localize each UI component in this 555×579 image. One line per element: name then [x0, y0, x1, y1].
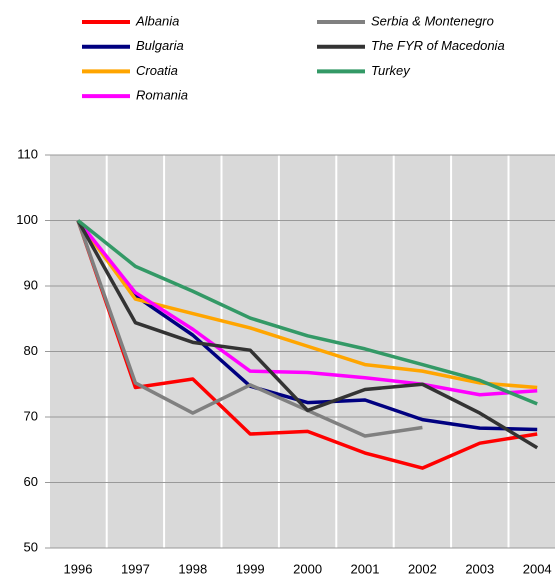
legend-label: Serbia & Montenegro	[371, 13, 494, 28]
y-tick-label: 90	[24, 277, 38, 292]
legend-label: The FYR of Macedonia	[371, 38, 505, 53]
y-tick-label: 50	[24, 539, 38, 554]
legend-label: Romania	[136, 88, 188, 103]
x-tick-label: 2000	[293, 561, 322, 576]
series-line	[76, 219, 538, 470]
y-tick-label: 60	[24, 474, 38, 489]
series-line	[76, 219, 538, 406]
legend-label: Croatia	[136, 63, 178, 78]
y-tick-label: 110	[17, 146, 38, 161]
y-tick-label: 80	[24, 343, 38, 358]
x-tick-label: 2003	[465, 561, 494, 576]
legend-label: Albania	[135, 13, 179, 28]
x-tick-label: 2004	[523, 561, 552, 576]
series-line	[76, 219, 538, 432]
x-tick-label: 2002	[408, 561, 437, 576]
series-line	[76, 219, 539, 450]
legend-label: Turkey	[371, 63, 411, 78]
x-tick-label: 1996	[64, 561, 93, 576]
y-tick-label: 100	[16, 212, 38, 227]
x-tick-label: 1997	[121, 561, 150, 576]
series-line	[76, 219, 423, 438]
series-line	[76, 219, 538, 397]
x-tick-label: 1998	[178, 561, 207, 576]
legend-label: Bulgaria	[136, 38, 184, 53]
y-tick-label: 70	[24, 408, 38, 423]
x-tick-label: 2001	[351, 561, 380, 576]
x-tick-label: 1999	[236, 561, 265, 576]
